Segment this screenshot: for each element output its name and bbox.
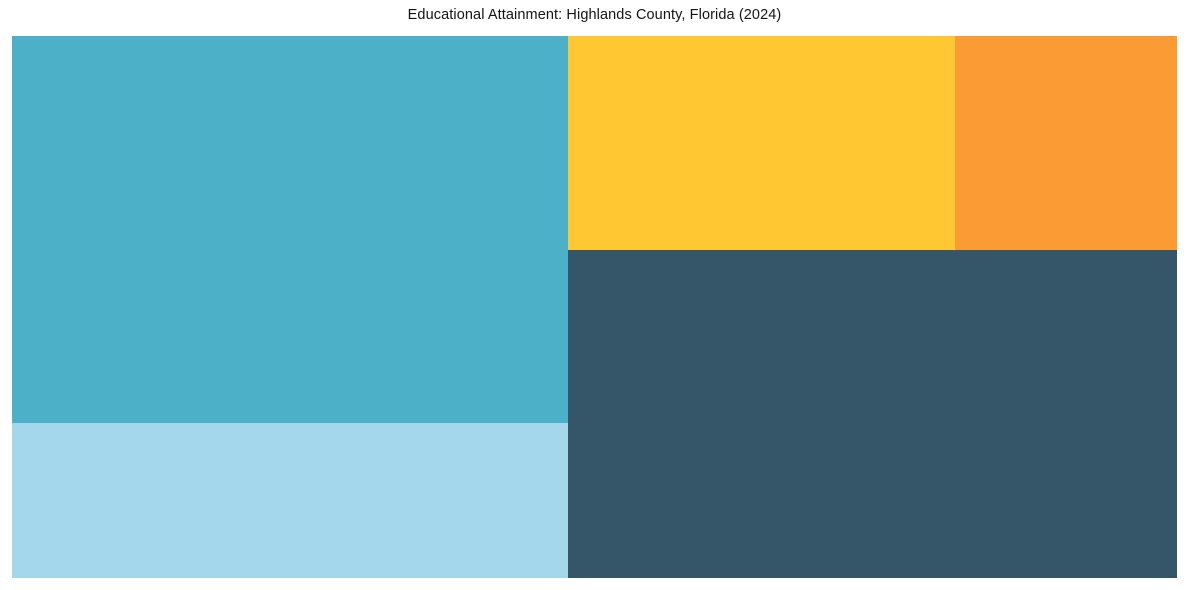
treemap-tile-associates-degree[interactable]: Associate's degree	[12, 423, 568, 578]
treemap-tile-high-school-graduate[interactable]: High school graduate (includes equivalen…	[12, 36, 568, 423]
treemap-tile-bachelors-degree[interactable]: Bachelor's degree	[568, 36, 955, 250]
treemap-tile-less-than-high-school[interactable]: Less than high school diploma	[955, 36, 1177, 250]
treemap-tile-some-college-no-degree[interactable]: Some college, no degree	[568, 250, 1177, 578]
treemap-plot-area: High school graduate (includes equivalen…	[12, 36, 1177, 578]
chart-title: Educational Attainment: Highlands County…	[407, 7, 782, 23]
